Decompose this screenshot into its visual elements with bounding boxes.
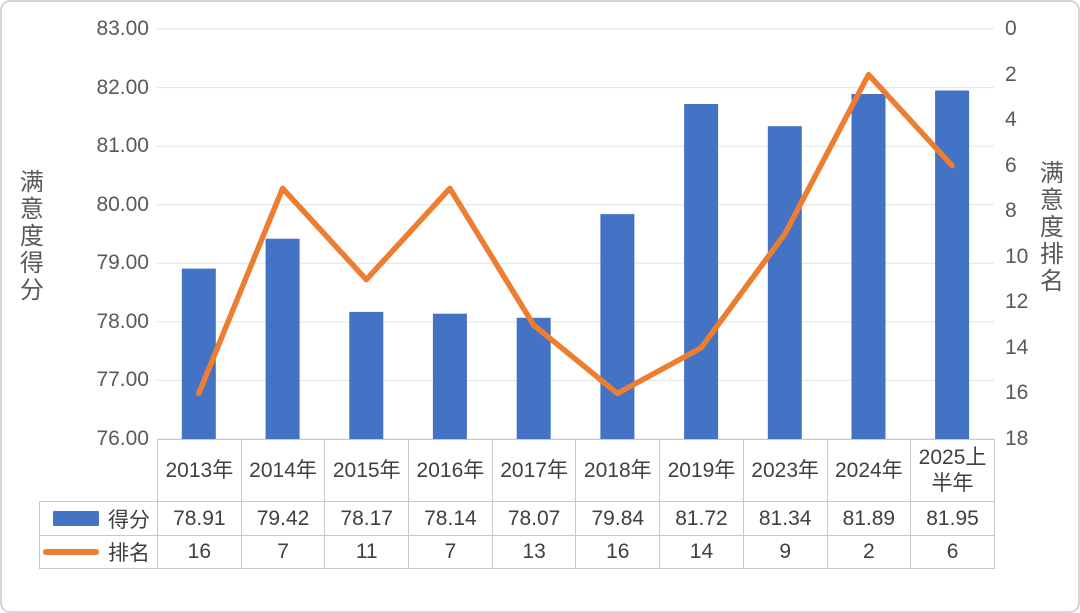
value-cell: 81.72 (659, 501, 744, 536)
legend-label: 得分 (108, 508, 150, 532)
legend-spacer (40, 440, 158, 502)
left-tick-label: 79.00 (96, 251, 149, 274)
right-tick-label: 8 (1005, 199, 1017, 222)
value-cell: 6 (910, 535, 995, 569)
category-cell: 2016年 (408, 439, 493, 502)
right-tick-label: 2 (1005, 63, 1017, 86)
value-cell: 79.84 (575, 501, 661, 536)
right-tick-label: 16 (1005, 381, 1029, 404)
value-cell: 78.14 (408, 501, 493, 536)
value-cell: 81.34 (742, 501, 828, 536)
left-tick-label: 83.00 (96, 17, 149, 40)
right-tick-label: 10 (1005, 245, 1029, 268)
legend-swatch-bar (53, 511, 99, 526)
right-tick-label: 14 (1005, 336, 1029, 359)
left-tick-label: 77.00 (96, 368, 149, 391)
legend-cell: 排名 (39, 535, 158, 569)
score-bar (432, 313, 467, 439)
left-tick-label: 82.00 (96, 76, 149, 99)
score-bar (851, 94, 886, 439)
score-bar (265, 238, 300, 439)
left-tick-label: 76.00 (96, 427, 149, 450)
score-bar (684, 104, 719, 439)
score-bar (181, 268, 216, 439)
category-cell: 2014年 (240, 439, 326, 502)
value-cell: 78.07 (491, 501, 577, 536)
score-bar (767, 126, 802, 439)
left-axis-title: 满意度得分 (15, 169, 43, 304)
score-bar (349, 311, 384, 439)
value-cell: 78.91 (157, 501, 242, 536)
value-cell: 7 (408, 535, 493, 569)
series-row: 得分 78.91 79.42 78.17 78.14 78.07 79.84 81.72 81.… (39, 501, 995, 536)
value-cell: 79.42 (240, 501, 326, 536)
right-tick-label: 4 (1005, 108, 1017, 131)
left-tick-label: 80.00 (96, 193, 149, 216)
value-cell: 16 (157, 535, 242, 569)
value-cell: 81.95 (910, 501, 995, 536)
right-tick-label: 0 (1005, 17, 1017, 40)
rank-line (196, 71, 955, 397)
category-row: 2013年 2014年 2015年 2016年 2017年 2018年 2019年 2023年… (40, 439, 995, 502)
category-cell: 2018年 (575, 439, 661, 502)
score-bar (600, 214, 635, 439)
legend-cell: 得分 (39, 501, 158, 536)
series-row: 排名 16 7 11 7 13 16 14 9 2 6 (39, 535, 995, 569)
value-cell: 14 (659, 535, 744, 569)
legend-swatch-line (43, 549, 99, 555)
category-cell: 2024年 (826, 439, 912, 502)
right-tick-label: 18 (1005, 427, 1029, 450)
value-cell: 78.17 (324, 501, 410, 536)
value-cell: 2 (826, 535, 912, 569)
category-cell: 2023年 (742, 439, 828, 502)
value-cell: 11 (324, 535, 410, 569)
left-tick-label: 78.00 (96, 310, 149, 333)
value-cell: 81.89 (826, 501, 912, 536)
right-tick-label: 6 (1005, 154, 1017, 177)
right-tick-label: 12 (1005, 290, 1029, 313)
category-cell: 2013年 (157, 439, 242, 502)
category-cell: 2025上 半年 (910, 439, 995, 502)
category-cell: 2019年 (659, 439, 744, 502)
legend-label: 排名 (108, 542, 150, 565)
right-axis-title: 满意度排名 (1035, 160, 1063, 295)
category-cell: 2017年 (491, 439, 577, 502)
score-bar (935, 90, 970, 439)
value-cell: 16 (575, 535, 661, 569)
value-cell: 7 (240, 535, 326, 569)
data-table: 2013年 2014年 2015年 2016年 2017年 2018年 2019年 2023年… (39, 439, 995, 569)
value-cell: 9 (742, 535, 828, 569)
value-cell: 13 (491, 535, 577, 569)
category-cell: 2015年 (324, 439, 410, 502)
left-tick-label: 81.00 (96, 134, 149, 157)
score-bar (516, 317, 551, 439)
